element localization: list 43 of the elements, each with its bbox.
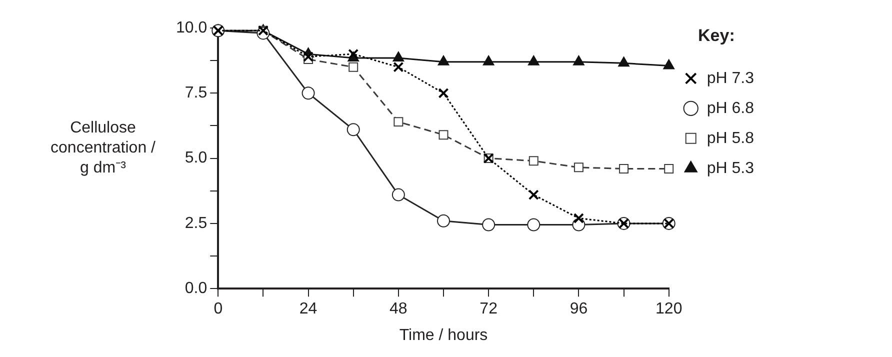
point xyxy=(438,130,448,140)
point xyxy=(392,51,404,62)
point xyxy=(438,88,449,98)
point xyxy=(482,55,494,66)
point xyxy=(346,123,360,136)
legend-title: Key: xyxy=(698,26,735,46)
point xyxy=(528,190,539,200)
x-tick-label: 48 xyxy=(390,300,408,318)
x-tick-label: 120 xyxy=(656,300,682,318)
x-tick-label: 24 xyxy=(299,300,318,318)
point xyxy=(348,62,358,72)
x-tick-label: 72 xyxy=(480,300,498,318)
point xyxy=(528,55,540,66)
x-axis-title: Time / hours xyxy=(399,326,488,344)
point xyxy=(619,164,629,174)
x-tick-label: 0 xyxy=(214,300,223,318)
point xyxy=(482,218,496,232)
y-tick-label: 5.0 xyxy=(184,150,208,167)
point xyxy=(664,164,674,174)
point xyxy=(573,212,584,224)
legend-label: pH 5.8 xyxy=(706,130,754,147)
point xyxy=(302,86,315,100)
point xyxy=(437,214,450,228)
y-axis-title: Cellulose concentration / g dm⁻³ xyxy=(50,120,156,177)
point xyxy=(392,188,405,202)
point xyxy=(393,62,404,72)
legend-label: pH 6.8 xyxy=(706,100,754,117)
y-tick-label: 2.5 xyxy=(184,214,208,232)
point xyxy=(574,162,584,172)
y-tick-label: 10.0 xyxy=(176,19,208,36)
point xyxy=(618,56,630,67)
legend-label: pH 7.3 xyxy=(706,70,754,87)
x-tick-label: 96 xyxy=(570,300,588,318)
point xyxy=(303,51,314,62)
point xyxy=(527,218,540,232)
point xyxy=(663,59,675,70)
point xyxy=(438,55,450,66)
y-tick-label: 7.5 xyxy=(184,84,208,102)
y-tick-label: 0.0 xyxy=(184,280,208,298)
point xyxy=(573,55,584,66)
point xyxy=(528,156,538,166)
legend-label: pH 5.3 xyxy=(706,160,754,177)
point xyxy=(394,117,404,127)
